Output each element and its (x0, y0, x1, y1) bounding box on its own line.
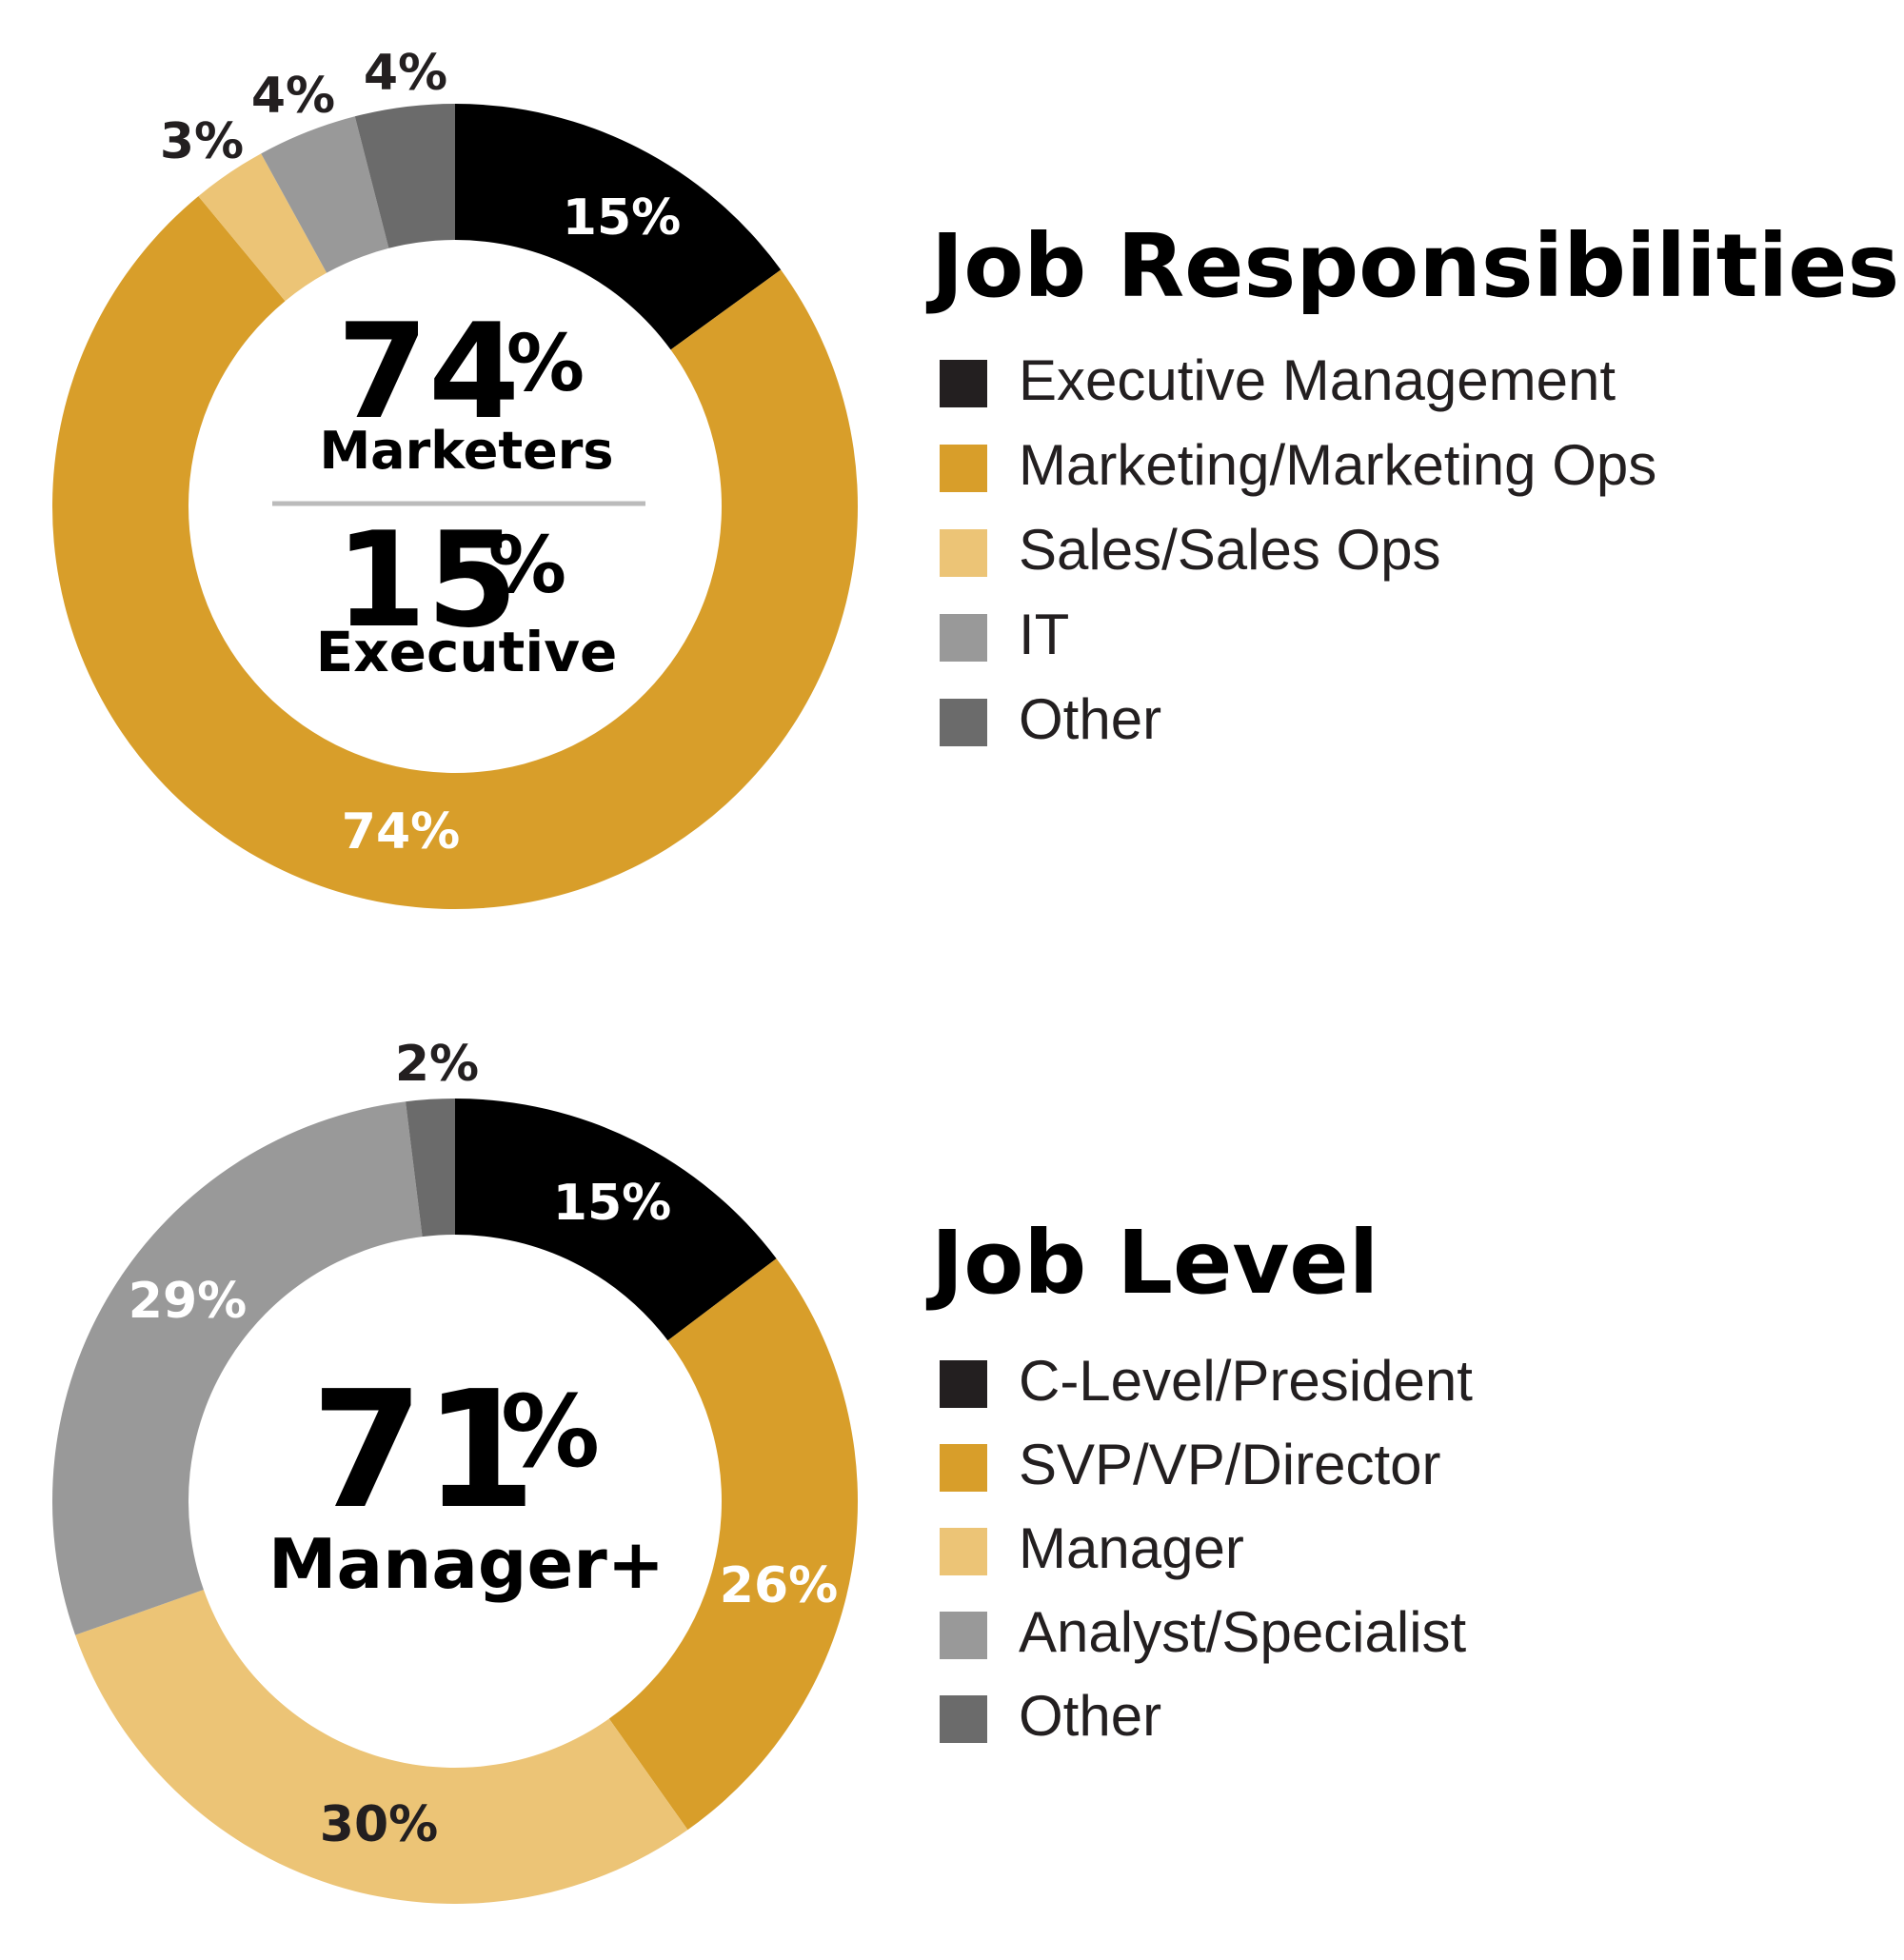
center-label-marketers: Marketers (319, 421, 613, 481)
legend-label-marketing-marketing-ops: Marketing/Marketing Ops (1019, 433, 1656, 497)
slice-label-svp-vp-director: 26% (720, 1557, 838, 1614)
center-label-executive: Executive (316, 620, 618, 684)
legend-swatch-other (940, 1695, 987, 1743)
slice-label-c-level-president: 15% (553, 1175, 671, 1232)
slice-it (261, 116, 389, 273)
legend-swatch-svp-vp-director (940, 1444, 987, 1492)
center-summary: 74 % Marketers 15 % Executive (272, 295, 645, 684)
slice-label-it: 4% (251, 68, 335, 125)
slice-marketing-marketing-ops (51, 196, 858, 910)
legend-label-c-level-president: C-Level/President (1019, 1349, 1473, 1413)
chart-title: Job Level (925, 1212, 1378, 1314)
slice-executive-management (455, 104, 782, 350)
legend-swatch-it (940, 614, 987, 662)
slice-manager (75, 1590, 688, 1904)
legend: C-Level/President SVP/VP/Director Manager A… (940, 1349, 1473, 1748)
slice-label-other: 4% (364, 45, 447, 102)
slice-sales-sales-ops (198, 153, 327, 302)
legend-label-executive-management: Executive Management (1019, 348, 1616, 412)
legend-label-svp-vp-director: SVP/VP/Director (1019, 1433, 1440, 1496)
slice-analyst-specialist (52, 1101, 423, 1635)
slice-label-analyst-specialist: 29% (129, 1273, 247, 1330)
chart-title: Job Responsibilities (925, 215, 1899, 317)
job-level-chart: 15% 26% 30% 29% 2% 71 % Manager+ Job Level C… (52, 1036, 1473, 1904)
legend-swatch-manager (940, 1528, 987, 1575)
center-pct-manager-plus: % (501, 1374, 600, 1490)
slice-label-marketing-marketing-ops: 74% (342, 803, 460, 861)
legend-label-analyst-specialist: Analyst/Specialist (1019, 1600, 1467, 1664)
center-number-manager-plus: 71 (311, 1356, 537, 1545)
center-pct-executive: % (488, 521, 566, 611)
slice-label-sales-sales-ops: 3% (160, 113, 244, 170)
legend-swatch-analyst-specialist (940, 1612, 987, 1659)
legend-swatch-sales-sales-ops (940, 529, 987, 577)
legend-label-sales-sales-ops: Sales/Sales Ops (1019, 518, 1441, 582)
slice-svp-vp-director (608, 1258, 859, 1831)
center-pct-marketers: % (506, 319, 585, 409)
legend-label-other: Other (1019, 1684, 1161, 1748)
legend-swatch-marketing-marketing-ops (940, 445, 987, 492)
center-summary: 71 % Manager+ (268, 1356, 664, 1604)
legend-label-it: IT (1019, 603, 1069, 666)
center-label-manager-plus: Manager+ (268, 1524, 664, 1604)
donut-slices (51, 104, 858, 910)
legend-swatch-c-level-president (940, 1360, 987, 1408)
slice-label-manager: 30% (320, 1796, 438, 1853)
legend-swatch-other (940, 699, 987, 746)
job-responsibilities-chart: 15%74%3%4% 4% 74 % Marketers 15 % Executi… (51, 45, 1899, 910)
legend-label-other: Other (1019, 687, 1161, 751)
donut-slices (52, 1099, 859, 1904)
slice-labels: 15% 26% 30% 29% 2% (129, 1036, 838, 1853)
slice-label-executive-management: 15% (563, 189, 681, 247)
center-number-marketers: 74 (337, 295, 520, 448)
legend: Executive Management Marketing/Marketing … (940, 348, 1656, 751)
slice-label-other: 2% (395, 1036, 479, 1093)
slice-labels: 15%74%3%4% 4% (160, 45, 681, 861)
legend-label-manager: Manager (1019, 1516, 1244, 1580)
slice-other (406, 1099, 455, 1237)
center-number-executive: 15 (335, 504, 518, 657)
slice-c-level-president (455, 1099, 777, 1341)
slice-other (354, 104, 455, 248)
legend-swatch-executive-management (940, 360, 987, 407)
